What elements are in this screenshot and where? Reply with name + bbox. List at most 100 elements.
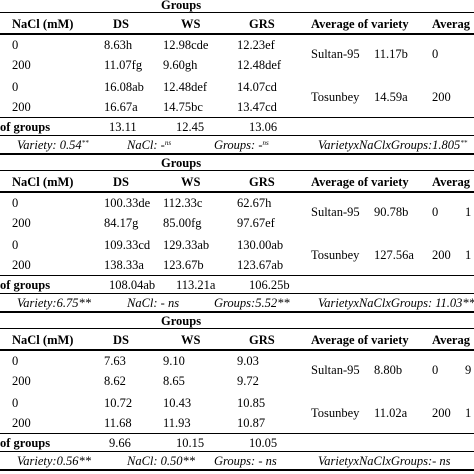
cell-ds: 100.33de [104,196,151,210]
column-header-ds: DS [113,17,129,31]
cell-grs: 97.67ef [237,216,275,230]
nacl-level: 200 [432,248,451,262]
cell-ws: 123.67b [163,258,204,272]
nacl-average-partial: 9 [465,363,472,377]
cell-grs: 9.72 [237,374,259,388]
column-header-average-nacl: Averag [432,17,470,31]
cell-nacl: 0 [12,196,19,210]
variety-average: 8.80b [374,363,403,377]
lsd-interaction: VarietyxNaClxGroups:- ns [318,454,451,468]
nacl-average-partial: 1 [465,205,472,219]
cell-ws: 8.65 [163,374,185,388]
lsd-groups: Groups: - ns [214,454,277,468]
cell-grs: 12.23ef [237,38,275,52]
variety-average: 127.56a [374,248,414,262]
header-rule [0,191,474,193]
lsd-variety-significance: ** [81,139,89,147]
nacl-average-partial: 1 [465,406,472,420]
cell-nacl: 200 [12,216,31,230]
variety-name: Tosunbey [311,406,360,420]
cell-ws: 12.48def [163,80,208,94]
cell-ws: 129.33ab [163,238,210,252]
cell-nacl: 200 [12,58,31,72]
column-header-ws: WS [181,175,201,189]
column-header-grs: GRS [249,333,275,347]
column-header-average-variety: Average of variety [311,175,409,189]
lsd-groups-significance: ns [262,139,269,147]
cell-nacl: 200 [12,100,31,114]
cell-ds: 8.62 [104,374,126,388]
nacl-level: 0 [432,363,439,377]
column-header-grs: GRS [249,175,275,189]
cell-grs: 9.03 [237,354,259,368]
header-rule [0,33,474,35]
cell-grs: 12.48def [237,58,282,72]
average-groups-ws: 10.15 [176,436,205,450]
column-header-ds: DS [113,333,129,347]
column-header-average-nacl: Averag [432,175,470,189]
cell-ws: 14.75bc [163,100,203,114]
cell-ws: 10.43 [163,396,192,410]
lsd-interaction: VarietyxNaClxGroups:1.805** [318,138,468,152]
lsd-nacl: NaCl: 0.50** [127,454,196,468]
column-header-nacl: NaCl (mM) [12,17,74,31]
variety-average: 90.78b [374,205,409,219]
nacl-level: 200 [432,406,451,420]
cell-nacl: 200 [12,374,31,388]
average-groups-grs: 13.06 [249,120,278,134]
cell-ds: 11.68 [104,416,132,430]
cell-grs: 123.67ab [237,258,284,272]
cell-ds: 10.72 [104,396,133,410]
cell-ds: 84.17g [104,216,139,230]
table-bottom-rule [0,153,474,155]
cell-ws: 9.60gh [163,58,198,72]
cell-ws: 9.10 [163,354,185,368]
cell-ws: 11.93 [163,416,191,430]
stats-rule [0,293,474,294]
variety-average: 14.59a [374,90,408,104]
average-groups-grs: 106.25b [249,278,290,292]
column-header-average-variety: Average of variety [311,17,409,31]
cell-grs: 10.87 [237,416,266,430]
variety-name: Sultan-95 [311,363,360,377]
groups-underline [0,12,474,13]
average-of-groups-label: of groups [0,278,51,292]
cell-ds: 16.67a [104,100,138,114]
cell-ds: 8.63h [104,38,133,52]
cell-ws: 12.98cde [163,38,209,52]
average-groups-ds: 13.11 [109,120,137,134]
cell-grs: 14.07cd [237,80,277,94]
rows-rule [0,433,474,434]
table-bottom-rule [0,311,474,313]
variety-name: Tosunbey [311,90,360,104]
cell-nacl: 0 [12,38,19,52]
lsd-interaction: VarietyxNaClxGroups: 11.03** [318,296,474,310]
groups-header: Groups [161,0,202,12]
cell-ds: 138.33a [104,258,144,272]
variety-average: 11.17b [374,47,408,61]
lsd-groups: Groups: -ns [214,138,269,152]
rows-rule [0,275,474,276]
column-header-average-variety: Average of variety [311,333,409,347]
table-bottom-rule [0,469,474,471]
variety-name: Sultan-95 [311,47,360,61]
lsd-interaction-significance: ** [460,139,468,147]
cell-ws: 85.00fg [163,216,202,230]
cell-grs: 62.67h [237,196,272,210]
cell-ds: 7.63 [104,354,126,368]
cell-nacl: 0 [12,396,19,410]
column-header-ws: WS [181,333,201,347]
average-groups-ds: 108.04ab [109,278,156,292]
variety-name: Tosunbey [311,248,360,262]
variety-average: 11.02a [374,406,408,420]
cell-nacl: 0 [12,354,19,368]
cell-grs: 10.85 [237,396,266,410]
variety-name: Sultan-95 [311,205,360,219]
nacl-level: 0 [432,205,439,219]
column-header-ds: DS [113,175,129,189]
nacl-average-partial: 1 [465,248,472,262]
cell-ds: 16.08ab [104,80,144,94]
column-header-nacl: NaCl (mM) [12,333,74,347]
nacl-level: 0 [432,47,439,61]
